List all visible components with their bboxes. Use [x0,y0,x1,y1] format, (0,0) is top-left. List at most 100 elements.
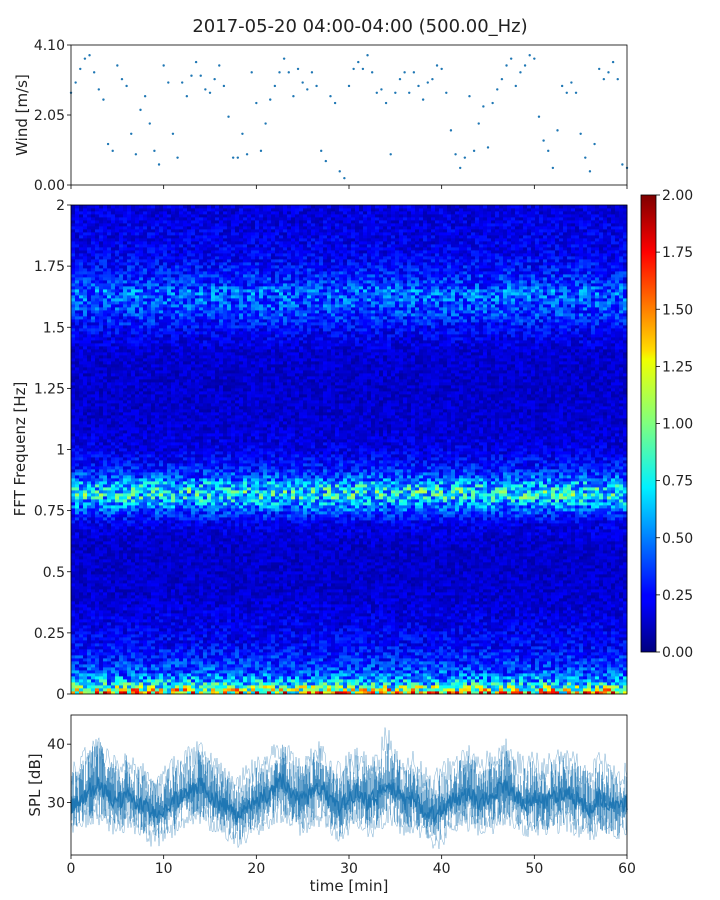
spectrogram-cell [95,367,99,370]
spectrogram-cell [155,484,159,487]
spectrogram-cell [175,277,179,280]
spectrogram-cell [83,583,87,586]
spectrogram-cell [123,313,127,316]
spectrogram-cell [159,679,163,682]
spectrogram-cell [115,505,119,508]
spectrogram-cell [123,439,127,442]
spectrogram-cell [151,235,155,238]
spectrogram-cell [159,607,163,610]
spectrogram-cell [179,358,183,361]
spectrogram-cell [119,682,123,685]
spectrogram-cell [175,667,179,670]
spectrogram-cell [163,523,167,526]
spectrogram-cell [119,418,123,421]
spectrogram-cell [171,355,175,358]
spectrogram-cell [79,574,83,577]
spectrogram-cell [171,274,175,277]
spectrogram-cell [119,433,123,436]
spectrogram-cell [115,304,119,307]
spectrogram-cell [91,523,95,526]
spectrogram-cell [159,409,163,412]
spectrogram-cell [187,682,191,685]
spectrogram-cell [187,406,191,409]
spectrogram-cell [183,205,187,208]
spectrogram-cell [155,613,159,616]
spectrogram-cell [151,451,155,454]
spectrogram-cell [183,592,187,595]
spectrogram-cell [151,649,155,652]
spectrogram-cell [111,535,115,538]
spectrogram-cell [175,640,179,643]
spectrogram-cell [127,235,131,238]
spectrogram-cell [83,607,87,610]
spectrogram-cell [163,631,167,634]
spectrogram-cell [95,361,99,364]
spectrogram-cell [175,556,179,559]
spectrogram-cell [179,286,183,289]
wind-point [102,98,104,100]
spectrogram-cell [119,310,123,313]
spectrogram-cell [79,439,83,442]
spectrogram-cell [147,379,151,382]
spectrogram-cell [119,664,123,667]
spectrogram-cell [83,601,87,604]
spectrogram-cell [103,280,107,283]
spectrogram-cell [179,361,183,364]
spectrogram-cell [119,256,123,259]
spectrogram-cell [159,370,163,373]
spectrogram-cell [147,673,151,676]
spectrogram-cell [159,544,163,547]
spectrogram-cell [151,688,155,691]
spectrogram-cell [83,376,87,379]
spectrogram-cell [103,310,107,313]
spectrogram-cell [119,226,123,229]
spectrogram-cell [91,427,95,430]
spectrogram-cell [95,568,99,571]
spectrogram-cell [171,499,175,502]
spectrogram-cell [151,586,155,589]
spectrogram-cell [71,607,75,610]
spectrogram-cell [75,688,79,691]
spectrogram-cell [83,646,87,649]
spectrogram-cell [99,430,103,433]
spectrogram-cell [183,382,187,385]
spectrogram-cell [159,676,163,679]
spectrogram-cell [103,649,107,652]
spectrogram-cell [143,250,147,253]
spectrogram-cell [115,334,119,337]
wind-point [306,88,308,90]
spectrogram-cell [131,505,135,508]
spectrogram-cell [111,604,115,607]
spectrogram-cell [135,370,139,373]
spectrogram-cell [139,229,143,232]
spectrogram-cell [187,478,191,481]
spectrogram-cell [175,352,179,355]
spectrogram-cell [147,574,151,577]
spectrogram-cell [151,310,155,313]
spectrogram-cell [131,382,135,385]
spectrogram-cell [119,661,123,664]
spectrogram-cell [175,649,179,652]
spectrogram-cell [87,472,91,475]
spectrogram-cell [159,649,163,652]
spectrogram-cell [167,559,171,562]
spectrogram-cell [119,583,123,586]
spectrogram-cell [167,271,171,274]
spectrogram-cell [71,322,75,325]
spectrogram-cell [95,385,99,388]
spectrogram-cell [107,307,111,310]
spectrogram-cell [155,604,159,607]
spectrogram-cell [107,364,111,367]
spectrogram-cell [131,631,135,634]
spectrogram-cell [87,373,91,376]
spectrogram-cell [167,391,171,394]
spectrogram-cell [111,475,115,478]
spectrogram-cell [83,652,87,655]
spectrogram-cell [83,427,87,430]
spectrogram-cell [179,526,183,529]
spectrogram-cell [139,214,143,217]
spectrogram-cell [147,529,151,532]
spectrogram-cell [83,205,87,208]
spectrogram-cell [71,472,75,475]
spectrogram-cell [127,298,131,301]
